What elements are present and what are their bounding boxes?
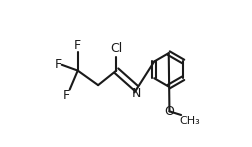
Text: Cl: Cl	[110, 42, 122, 55]
Text: N: N	[131, 87, 140, 100]
Text: CH₃: CH₃	[179, 116, 200, 126]
Text: F: F	[74, 39, 81, 52]
Text: F: F	[62, 89, 69, 102]
Text: O: O	[164, 105, 174, 118]
Text: F: F	[54, 58, 61, 71]
